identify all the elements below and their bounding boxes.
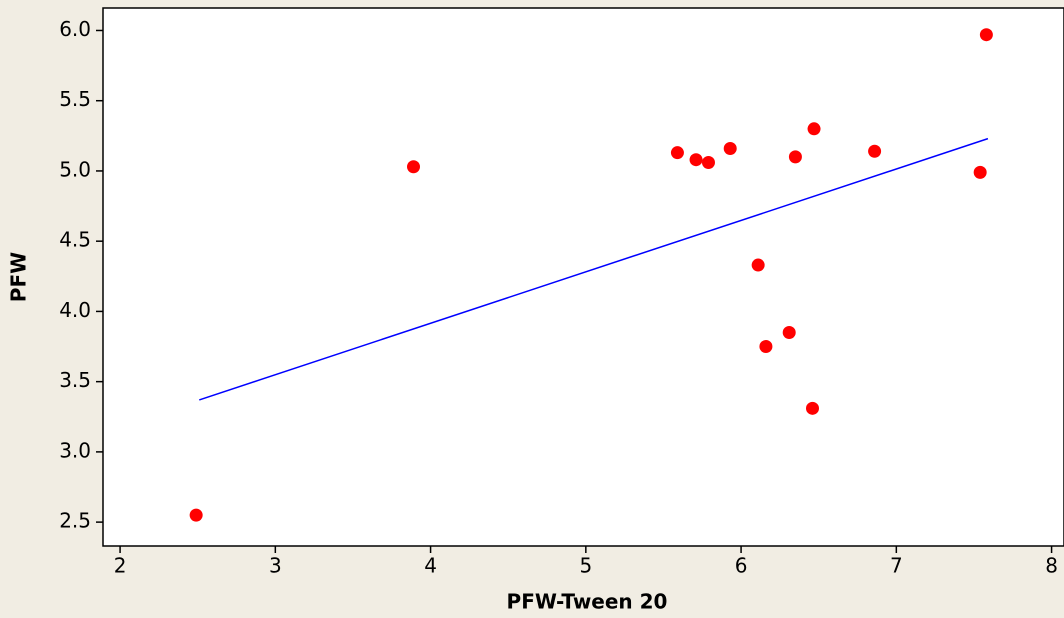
fit-line — [199, 137, 989, 401]
y-tick-label: 4.5 — [59, 228, 91, 252]
x-tick-label: 6 — [735, 554, 748, 578]
y-tick-label: 6.0 — [59, 17, 91, 41]
y-tick-label: 5.0 — [59, 157, 91, 181]
y-axis-label: PFW — [7, 252, 31, 302]
point — [689, 153, 703, 167]
x-tick-label: 7 — [890, 554, 903, 578]
point — [788, 150, 802, 164]
y-tick-label: 3.0 — [59, 438, 91, 462]
point — [189, 508, 203, 522]
y-tick-label: 3.5 — [59, 368, 91, 392]
x-tick-label: 2 — [114, 554, 127, 578]
y-tick-label: 2.5 — [59, 509, 91, 533]
point — [723, 141, 737, 155]
point — [670, 146, 684, 160]
point — [407, 160, 421, 174]
plot-area — [102, 7, 1064, 547]
point — [807, 122, 821, 136]
x-tick-label: 5 — [579, 554, 592, 578]
y-tick-label: 4.0 — [59, 298, 91, 322]
point — [973, 165, 987, 179]
point — [751, 258, 765, 272]
x-axis-label: PFW-Tween 20 — [507, 590, 668, 614]
y-tick-label: 5.5 — [59, 87, 91, 111]
point — [782, 325, 796, 339]
x-tick-label: 3 — [269, 554, 282, 578]
x-tick-label: 4 — [424, 554, 437, 578]
point — [805, 401, 819, 415]
x-tick-label: 8 — [1045, 554, 1058, 578]
point — [759, 340, 773, 354]
point — [979, 28, 993, 42]
point — [701, 156, 715, 170]
point — [868, 144, 882, 158]
